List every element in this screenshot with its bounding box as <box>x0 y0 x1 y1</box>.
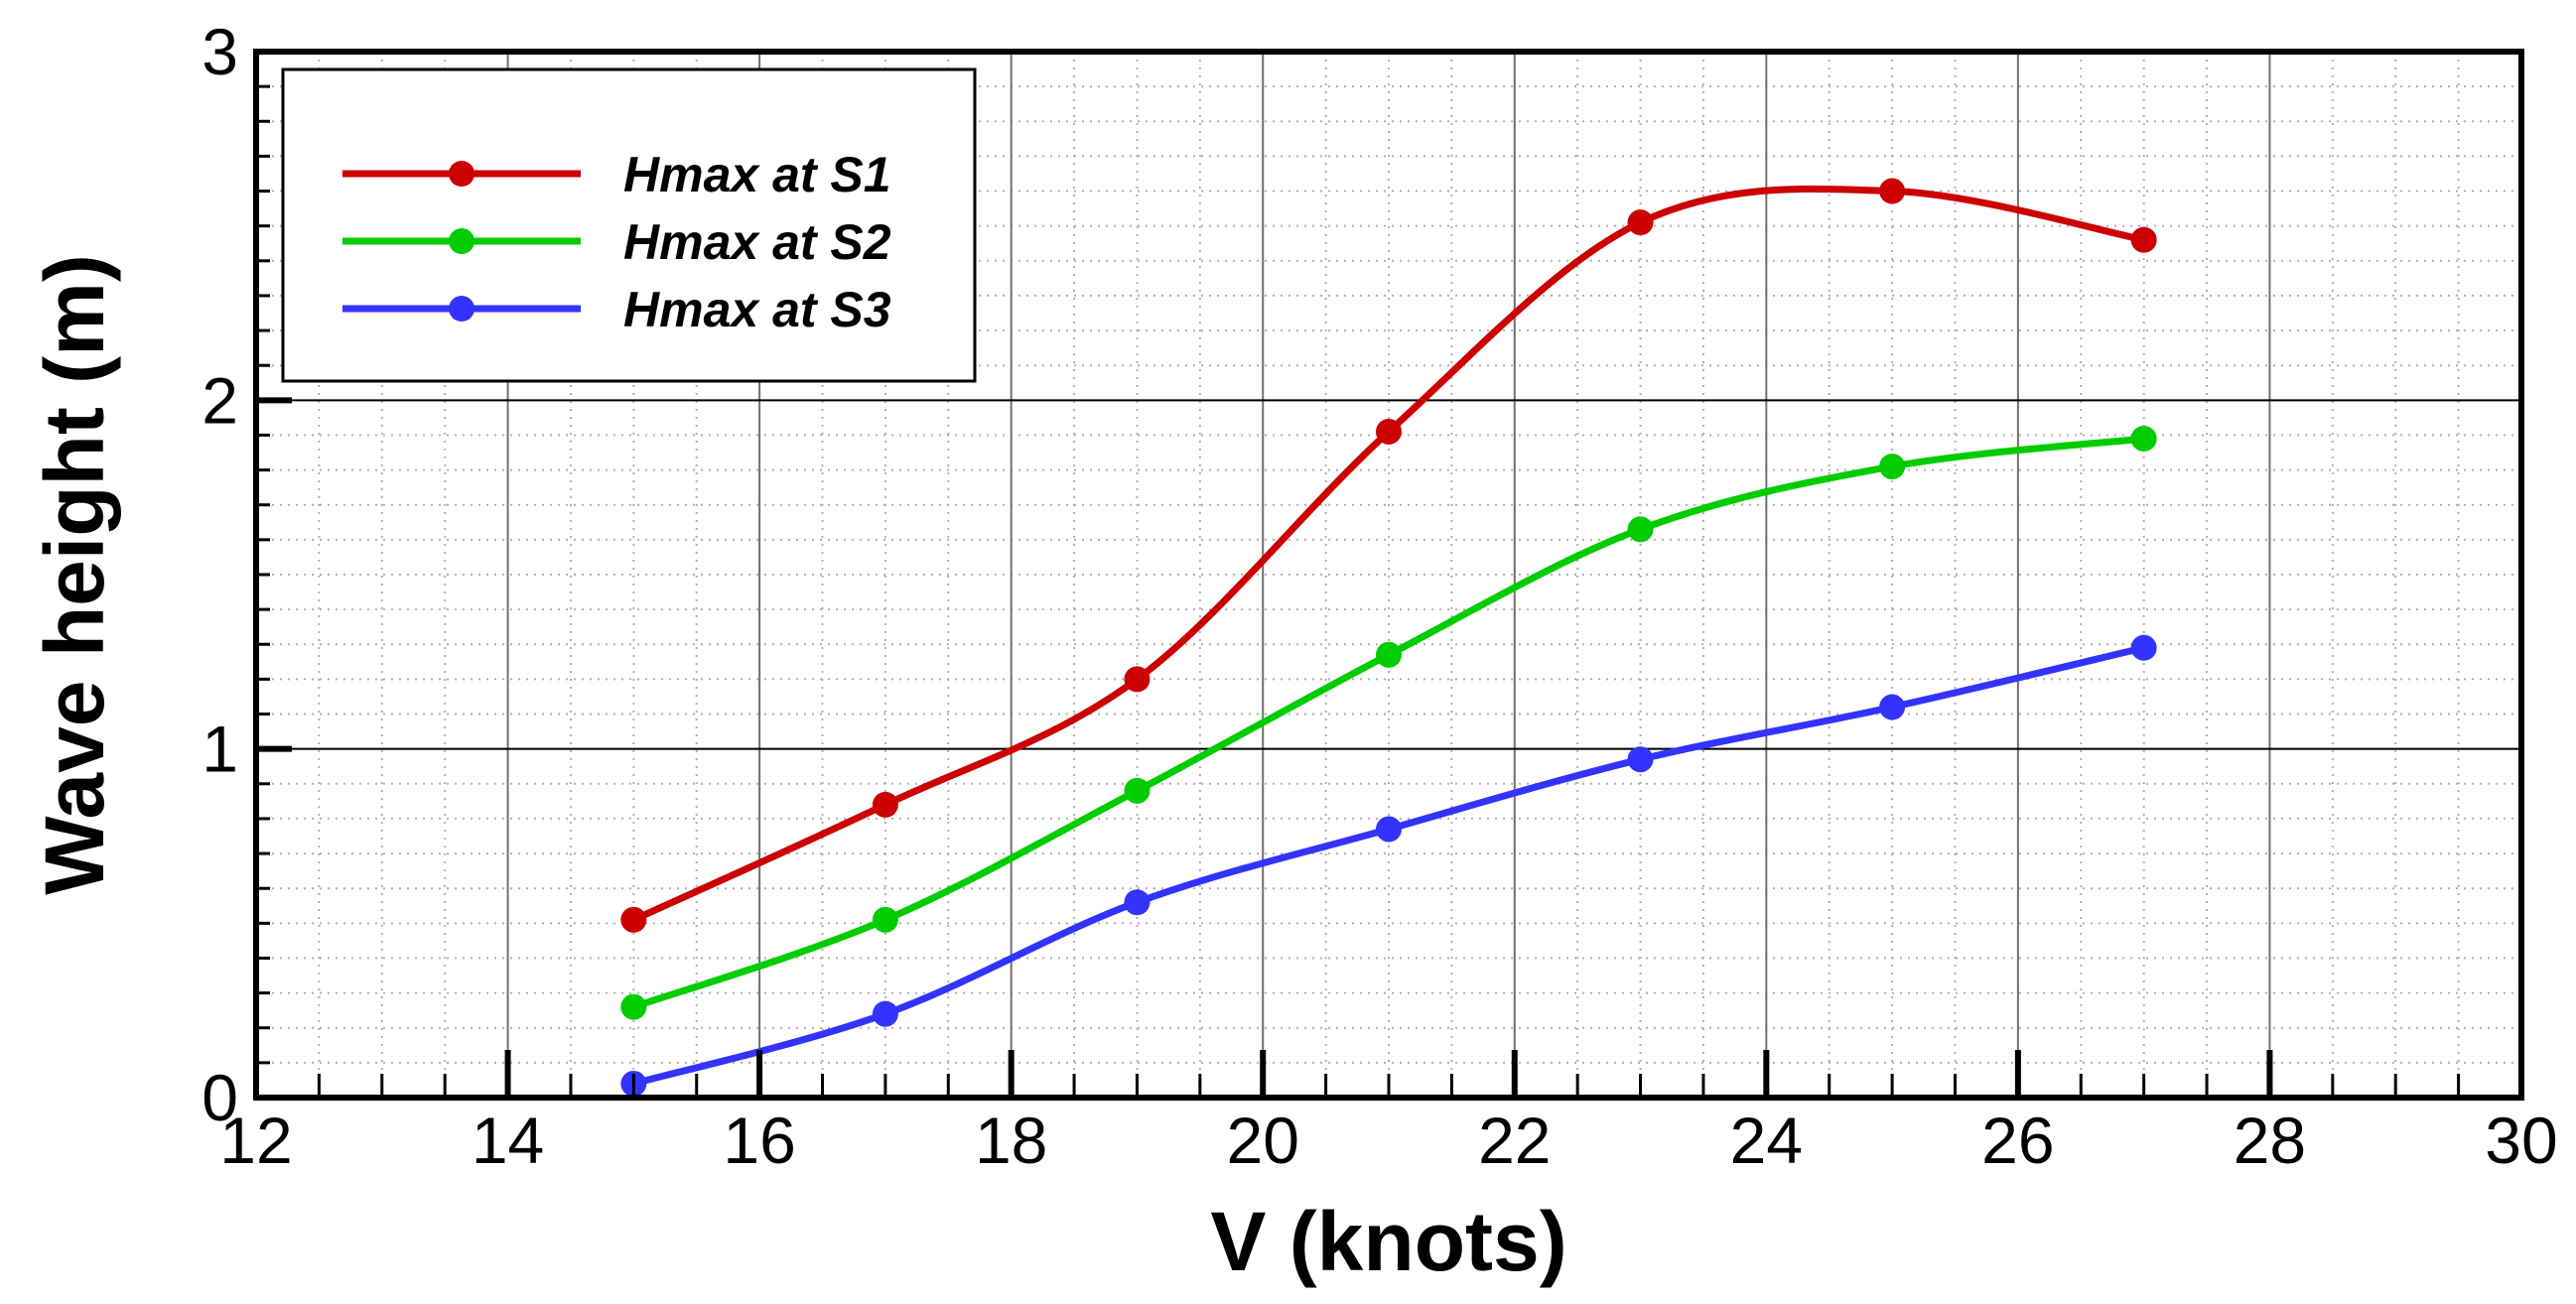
x-tick-label: 20 <box>1227 1104 1299 1177</box>
data-point-s3 <box>1627 746 1654 773</box>
data-point-s2 <box>2130 425 2157 452</box>
data-point-s1 <box>1124 666 1151 693</box>
data-point-s2 <box>1627 516 1654 543</box>
legend-swatch-marker <box>449 296 475 322</box>
y-axis-title: Wave height (m) <box>28 254 121 895</box>
x-tick-label: 30 <box>2485 1104 2557 1177</box>
x-axis-title: V (knots) <box>1210 1195 1566 1288</box>
x-tick-label: 18 <box>975 1104 1047 1177</box>
data-point-s3 <box>872 1000 898 1027</box>
x-tick-label: 16 <box>723 1104 795 1177</box>
series-layer <box>620 178 2157 1097</box>
legend-label: Hmax at S3 <box>623 282 891 337</box>
data-point-s3 <box>1879 694 1906 720</box>
data-point-s1 <box>1376 418 1402 445</box>
data-point-s2 <box>872 906 898 933</box>
y-tick-label: 0 <box>202 1061 238 1134</box>
data-point-s1 <box>872 791 898 818</box>
x-tick-label: 28 <box>2234 1104 2306 1177</box>
axis-ticks <box>253 49 2524 1101</box>
data-point-s3 <box>1376 816 1402 843</box>
x-tick-label: 12 <box>219 1104 292 1177</box>
data-point-s2 <box>620 993 647 1020</box>
x-tick-label: 22 <box>1478 1104 1551 1177</box>
data-point-s1 <box>1879 178 1906 204</box>
legend-label: Hmax at S2 <box>623 214 891 270</box>
data-point-s3 <box>2130 634 2157 661</box>
data-point-s2 <box>1376 641 1402 668</box>
data-point-s2 <box>1124 777 1151 804</box>
legend-swatch-marker <box>449 228 475 254</box>
legend: Hmax at S1 Hmax at S2 Hmax at S3 <box>281 67 977 383</box>
legend-box <box>281 67 977 383</box>
data-point-s1 <box>1627 209 1654 236</box>
x-tick-label: 14 <box>472 1104 544 1177</box>
data-point-s1 <box>620 906 647 933</box>
data-point-s3 <box>1124 889 1151 916</box>
legend-swatch-marker <box>449 161 475 187</box>
legend-label: Hmax at S1 <box>623 147 891 202</box>
series-line-s2 <box>632 435 2145 1010</box>
x-tick-label: 24 <box>1730 1104 1803 1177</box>
data-point-s2 <box>1879 454 1906 480</box>
y-tick-label: 2 <box>202 363 238 437</box>
data-point-s1 <box>2130 226 2157 253</box>
x-tick-label: 26 <box>1981 1104 2054 1177</box>
y-tick-label: 3 <box>202 15 238 88</box>
y-tick-label: 1 <box>202 713 238 786</box>
